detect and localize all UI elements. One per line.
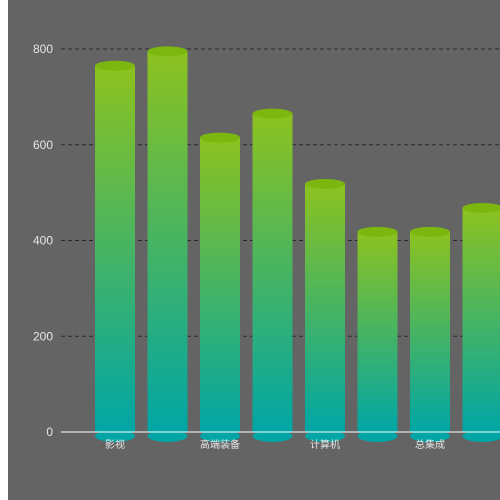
bar [410, 226, 450, 442]
bar-base [357, 430, 398, 442]
x-tick-label: 总集成 [415, 438, 445, 451]
bar-cap [462, 202, 500, 213]
bar [147, 46, 188, 442]
bar-body [200, 137, 240, 432]
y-tick-label: 400 [33, 234, 53, 248]
bar [95, 60, 135, 442]
bar-base [462, 430, 500, 442]
bar-cap [305, 179, 345, 190]
bar-cap [357, 226, 398, 237]
bar-base [147, 430, 188, 442]
chart-panel: 0 200 400 600 800 影视 高端装备 计算机 总集成 [8, 0, 500, 500]
bar-body [462, 207, 500, 432]
bar-body [147, 51, 188, 433]
bar-body [95, 65, 135, 432]
x-axis-ticks: 影视 高端装备 计算机 总集成 [105, 438, 445, 451]
x-tick-label: 影视 [105, 438, 125, 451]
x-tick-label: 计算机 [310, 438, 340, 451]
bar [462, 202, 500, 442]
y-tick-label: 200 [33, 329, 53, 343]
y-axis-ticks: 0 200 400 600 800 [33, 42, 53, 439]
bar-body [252, 113, 293, 432]
bars [95, 46, 500, 442]
bar-cap [95, 60, 135, 71]
bar [252, 108, 293, 442]
bar-base [95, 430, 135, 442]
y-tick-label: 600 [33, 138, 53, 152]
x-tick-label: 高端装备 [200, 438, 240, 451]
y-tick-label: 0 [46, 425, 53, 439]
bar-cap [252, 108, 293, 119]
bar-body [410, 231, 450, 432]
bar-base [252, 430, 293, 442]
bar-base [410, 430, 450, 442]
bar-cap [410, 226, 450, 237]
bar-body [305, 184, 345, 432]
bar-cap [200, 132, 240, 143]
y-tick-label: 800 [33, 42, 53, 56]
bar-body [357, 231, 398, 432]
bar [200, 132, 240, 442]
bar-chart: 0 200 400 600 800 影视 高端装备 计算机 总集成 [33, 42, 500, 451]
bar-base [200, 430, 240, 442]
bar [305, 179, 345, 442]
bar-cap [147, 46, 188, 57]
bar-base [305, 430, 345, 442]
bar [357, 226, 398, 442]
